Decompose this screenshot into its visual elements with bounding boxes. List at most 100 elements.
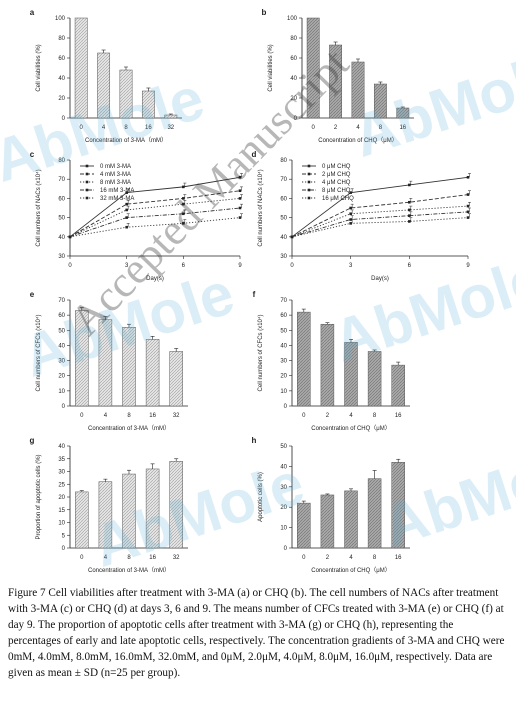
y-tick-label: 60 bbox=[58, 56, 65, 62]
y-axis-label: Apoptotic cells (%) bbox=[258, 472, 264, 522]
data-point bbox=[349, 191, 352, 194]
x-tick-label: 32 bbox=[173, 555, 180, 561]
y-tick-label: 40 bbox=[58, 76, 65, 82]
series-line bbox=[291, 194, 469, 238]
x-tick-label: 4 bbox=[104, 413, 108, 419]
y-tick-label: 20 bbox=[58, 495, 65, 501]
data-point bbox=[349, 212, 352, 216]
data-point bbox=[408, 220, 411, 223]
panel-letter: a bbox=[30, 8, 35, 17]
bar bbox=[344, 342, 358, 407]
data-point bbox=[466, 175, 470, 179]
legend-label: 16 mM 3-MA bbox=[100, 188, 134, 194]
x-tick-label: 3 bbox=[349, 263, 353, 269]
data-point bbox=[125, 202, 128, 206]
y-tick-label: 20 bbox=[290, 96, 297, 102]
bar bbox=[373, 83, 387, 119]
y-tick-label: 20 bbox=[58, 374, 65, 380]
bar bbox=[329, 44, 343, 119]
series-line bbox=[291, 217, 469, 238]
legend-label: 16 μM CHQ bbox=[322, 196, 354, 202]
legend-marker bbox=[307, 180, 311, 184]
y-tick-label: 50 bbox=[280, 216, 287, 222]
x-tick-label: 4 bbox=[104, 555, 108, 561]
y-tick-label: 40 bbox=[58, 235, 65, 241]
y-tick-label: 60 bbox=[280, 313, 287, 319]
x-tick-label: 16 bbox=[149, 555, 156, 561]
x-axis-label: Concentration of CHQ（μM） bbox=[318, 137, 397, 144]
x-tick-label: 0 bbox=[80, 125, 84, 131]
data-point bbox=[125, 191, 128, 194]
x-tick-label: 32 bbox=[167, 125, 174, 131]
y-tick-label: 0 bbox=[62, 546, 66, 552]
y-axis-label: Cell numbers of CFCs (x10⁴) bbox=[35, 315, 42, 392]
y-tick-label: 10 bbox=[58, 521, 65, 527]
y-tick-label: 60 bbox=[58, 196, 65, 202]
y-axis-label: Cell numbers of NACs (x10⁴) bbox=[35, 169, 42, 246]
x-tick-label: 3 bbox=[125, 263, 129, 269]
x-tick-label: 2 bbox=[326, 413, 330, 419]
bar bbox=[169, 351, 183, 407]
x-tick-label: 0 bbox=[302, 413, 306, 419]
y-axis-label: Cell numbers of NACs (x10⁴) bbox=[257, 169, 264, 246]
data-point bbox=[408, 208, 411, 212]
panel-letter: c bbox=[30, 150, 35, 159]
y-tick-label: 20 bbox=[280, 505, 287, 511]
y-axis-label: Cell viabilities (%) bbox=[36, 44, 42, 91]
y-tick-label: 40 bbox=[280, 464, 287, 470]
x-tick-label: 2 bbox=[326, 555, 330, 561]
panel-letter: h bbox=[252, 436, 257, 445]
legend-label: 0 μM CHQ bbox=[322, 164, 351, 170]
data-point bbox=[238, 189, 242, 193]
legend-label: 4 μM CHQ bbox=[322, 180, 351, 186]
bar bbox=[164, 114, 178, 119]
x-tick-label: 6 bbox=[182, 263, 186, 269]
data-point bbox=[290, 235, 294, 239]
data-point bbox=[125, 208, 128, 212]
x-axis-label: Concentration of 3-MA（mM） bbox=[88, 425, 170, 432]
y-tick-label: 40 bbox=[58, 444, 65, 450]
data-point bbox=[238, 216, 242, 219]
y-tick-label: 30 bbox=[280, 254, 287, 260]
legend-marker bbox=[85, 164, 89, 168]
y-tick-label: 10 bbox=[58, 389, 65, 395]
legend-marker bbox=[307, 196, 311, 200]
y-tick-label: 60 bbox=[290, 56, 297, 62]
y-tick-label: 20 bbox=[280, 374, 287, 380]
x-axis-label: Concentration of CHQ（μM） bbox=[311, 425, 390, 432]
bar bbox=[141, 90, 155, 119]
x-tick-label: 0 bbox=[80, 555, 84, 561]
bar bbox=[75, 310, 89, 407]
bar bbox=[351, 61, 365, 119]
y-tick-label: 25 bbox=[58, 482, 65, 488]
y-tick-label: 40 bbox=[280, 343, 287, 349]
data-point bbox=[238, 197, 242, 200]
y-tick-label: 80 bbox=[280, 158, 287, 164]
bar bbox=[98, 481, 113, 549]
y-tick-label: 0 bbox=[62, 404, 66, 410]
bar bbox=[396, 107, 410, 119]
series-line bbox=[291, 205, 469, 238]
bar bbox=[75, 491, 89, 549]
data-point bbox=[466, 193, 470, 196]
legend-label: 8 mM 3-MA bbox=[100, 180, 131, 186]
y-tick-label: 0 bbox=[284, 546, 288, 552]
bar bbox=[145, 468, 160, 549]
x-tick-label: 4 bbox=[349, 413, 353, 419]
legend-label: 2 μM CHQ bbox=[322, 172, 351, 178]
data-point bbox=[182, 202, 185, 206]
y-tick-label: 30 bbox=[58, 254, 65, 260]
bar bbox=[306, 17, 320, 119]
legend-marker bbox=[307, 164, 311, 168]
x-tick-label: 9 bbox=[238, 263, 242, 269]
data-point bbox=[466, 204, 470, 208]
data-point bbox=[182, 185, 185, 189]
panel-letter: b bbox=[262, 8, 267, 17]
bar bbox=[297, 502, 311, 549]
x-tick-label: 4 bbox=[349, 555, 353, 561]
y-tick-label: 10 bbox=[280, 526, 287, 532]
